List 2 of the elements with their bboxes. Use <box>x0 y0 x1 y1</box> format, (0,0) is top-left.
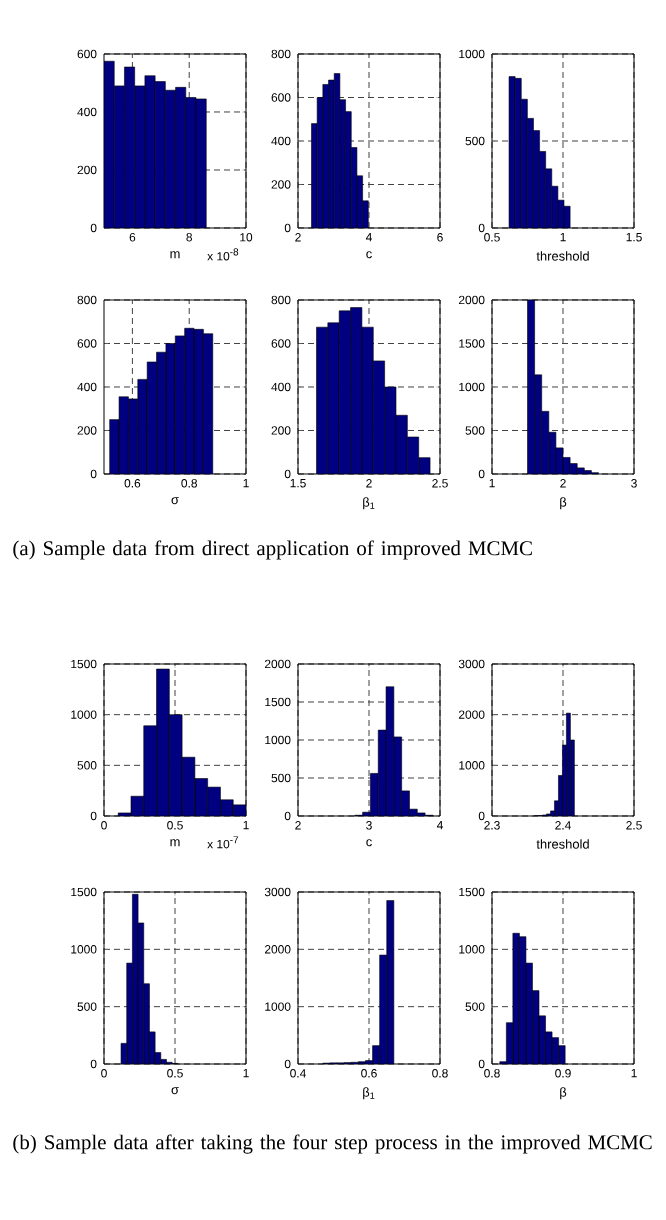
text: (b) Sample data after taking the four step process in the improved MCMC <box>13 1134 652 1154</box>
text: (a) Sample data from direct application of improved MCMC <box>13 540 532 560</box>
